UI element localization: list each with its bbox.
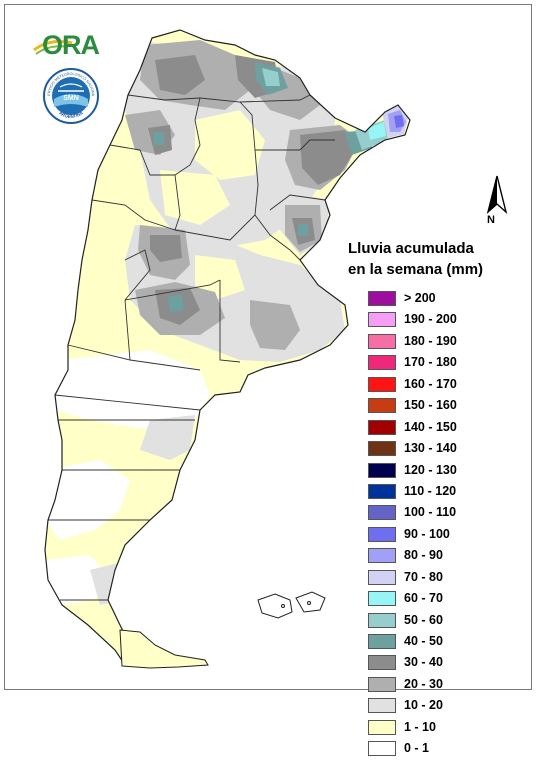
legend-title: Lluvia acumulada en la semana (mm) <box>348 238 528 280</box>
rain-zone-1-10 <box>195 110 265 180</box>
legend-title-line2: en la semana (mm) <box>348 261 484 278</box>
legend-swatch <box>368 741 396 757</box>
legend-label: 180 - 190 <box>404 333 457 348</box>
legend-swatch <box>368 634 396 649</box>
legend-label: 160 - 170 <box>404 376 457 391</box>
legend-swatch <box>368 462 396 478</box>
legend-label: 70 - 80 <box>404 569 443 584</box>
legend-label: 170 - 180 <box>404 355 457 370</box>
legend-label: 100 - 110 <box>404 505 457 520</box>
legend-swatch <box>368 441 396 457</box>
smn-logo: SMN SERVICIO METEOROLOGICO NACIONAL ARGE… <box>42 67 99 124</box>
legend-label: 40 - 50 <box>404 634 443 648</box>
legend-label: 20 - 30 <box>404 676 443 691</box>
rain-zone-1-10 <box>160 170 230 225</box>
legend-swatch <box>368 333 396 349</box>
legend-label: 150 - 160 <box>404 398 457 413</box>
legend-swatch <box>368 526 396 542</box>
legend-swatch <box>368 355 396 371</box>
legend-swatch <box>368 376 396 392</box>
rain-zone-40-50 <box>153 132 164 145</box>
legend-swatch <box>368 655 396 671</box>
legend-label: 10 - 20 <box>404 698 443 713</box>
rain-zone-30-40 <box>150 235 182 262</box>
legend-label: 80 - 90 <box>404 548 443 563</box>
legend-label: 130 - 140 <box>404 441 457 456</box>
ora-logo <box>33 40 73 55</box>
province-borders <box>48 94 335 666</box>
rain-zone-30-40 <box>155 55 205 95</box>
legend-label: 120 - 130 <box>404 462 457 477</box>
legend-label: 1 - 10 <box>404 719 436 734</box>
legend-title-line1: Lluvia acumulada <box>348 240 474 257</box>
legend-swatch <box>368 698 396 714</box>
legend-swatch <box>368 548 396 564</box>
legend-label: 0 - 1 <box>404 741 430 756</box>
rain-zone-30-40 <box>300 130 355 185</box>
legend-label: 140 - 150 <box>404 419 457 434</box>
rain-zone-90-100 <box>394 115 404 128</box>
rain-zone-10-20 <box>140 415 195 460</box>
legend-swatch <box>368 312 396 328</box>
legend-label: 90 - 100 <box>404 526 450 541</box>
rain-zone-1-10 <box>195 255 245 300</box>
smn-center-text: SMN <box>63 95 79 102</box>
legend-label: 60 - 70 <box>404 591 443 606</box>
tierra-del-fuego <box>119 629 209 669</box>
legend-label: 190 - 200 <box>404 312 457 327</box>
legend-swatch <box>368 569 396 585</box>
rainfall-map <box>44 29 411 669</box>
legend-label: 30 - 40 <box>404 655 443 670</box>
legend-swatch <box>368 483 396 499</box>
legend-swatch <box>368 419 396 435</box>
legend-label: > 200 <box>404 291 436 305</box>
ora-logo-swoosh <box>35 45 69 55</box>
legend-swatch <box>368 612 396 628</box>
rain-zone-40-50 <box>298 224 308 236</box>
rain-zone-60-70 <box>368 122 386 140</box>
legend-swatch <box>368 719 396 735</box>
ora-logo-text: ORA <box>42 30 100 60</box>
smn-country-text: ARGENTINA <box>58 110 85 119</box>
argentina-outline <box>44 29 411 666</box>
legend-swatch <box>368 591 396 607</box>
rain-zone-20-30 <box>250 300 300 350</box>
north-arrow-icon <box>486 175 508 215</box>
malvinas-islands <box>257 591 326 619</box>
legend-label: 50 - 60 <box>404 612 443 627</box>
north-label: N <box>487 214 495 226</box>
rain-zone-40-50 <box>168 295 184 312</box>
ora-logo-swoosh <box>33 40 73 52</box>
legend-swatch <box>368 676 396 692</box>
rain-zone-50-60 <box>262 68 280 86</box>
legend-label: 110 - 120 <box>404 483 457 498</box>
legend-swatch <box>368 505 396 521</box>
legend-swatch <box>368 291 396 306</box>
argentina-landmass <box>44 29 411 669</box>
rain-zone-0-1 <box>55 350 210 430</box>
rain-zone-0-1 <box>45 555 110 605</box>
legend-swatch <box>368 398 396 414</box>
